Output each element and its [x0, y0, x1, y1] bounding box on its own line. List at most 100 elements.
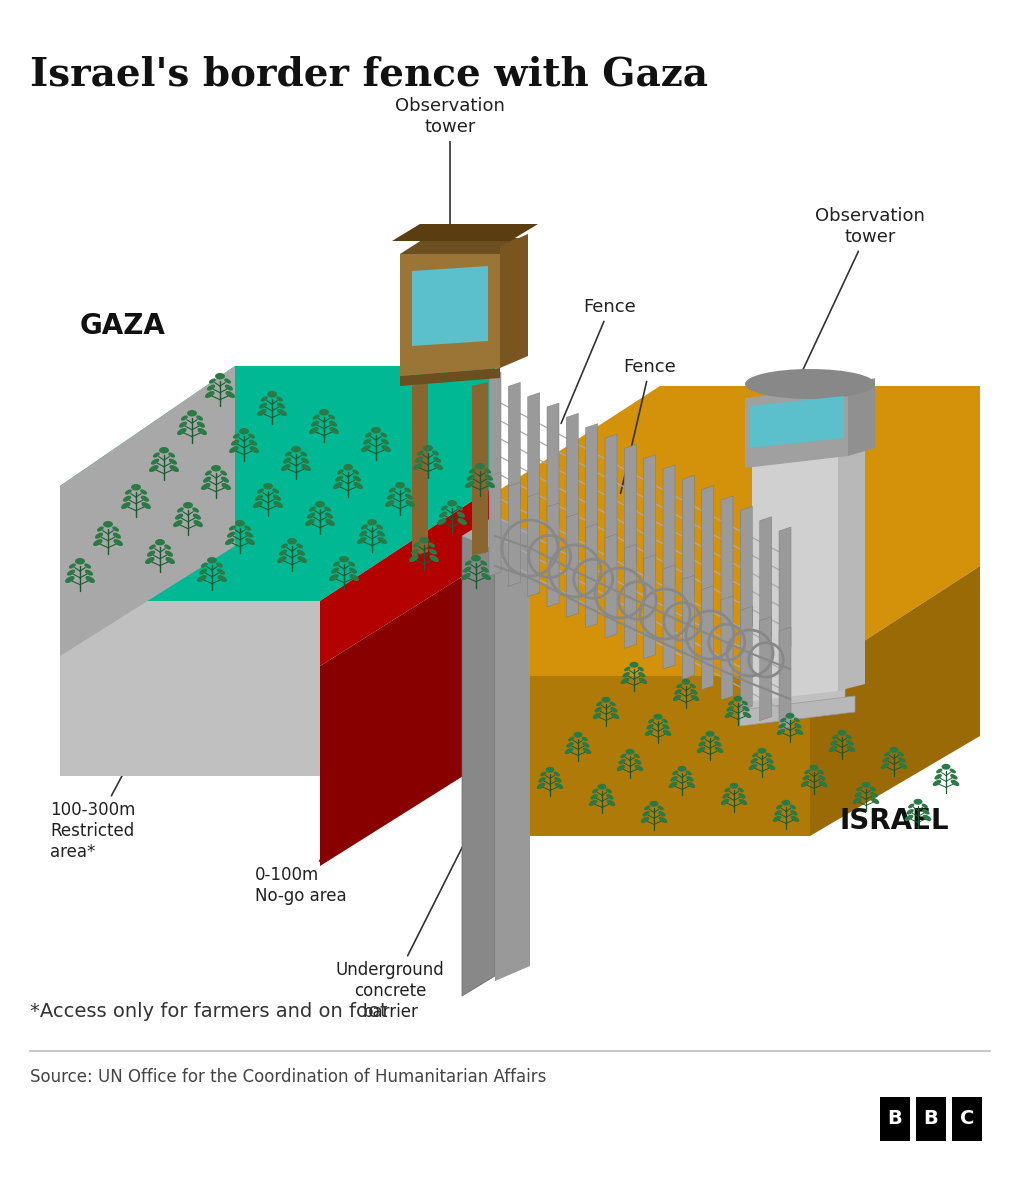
Ellipse shape [152, 459, 159, 464]
Ellipse shape [245, 526, 251, 530]
Ellipse shape [330, 575, 338, 580]
Ellipse shape [332, 568, 339, 573]
Text: Observation
tower: Observation tower [395, 97, 505, 233]
Ellipse shape [591, 794, 597, 799]
Ellipse shape [687, 776, 693, 781]
Ellipse shape [671, 776, 677, 781]
Ellipse shape [156, 539, 164, 545]
Ellipse shape [951, 775, 956, 779]
Polygon shape [663, 565, 675, 669]
Ellipse shape [420, 538, 428, 543]
Ellipse shape [639, 672, 645, 677]
Ellipse shape [414, 543, 419, 547]
Polygon shape [527, 392, 540, 517]
Ellipse shape [412, 549, 419, 554]
Ellipse shape [361, 446, 370, 451]
Polygon shape [682, 475, 694, 599]
Ellipse shape [433, 457, 440, 462]
Ellipse shape [179, 422, 186, 427]
Ellipse shape [202, 563, 207, 567]
Ellipse shape [377, 525, 382, 529]
Ellipse shape [690, 684, 695, 688]
Ellipse shape [464, 567, 470, 572]
Ellipse shape [802, 781, 809, 787]
Ellipse shape [381, 433, 386, 437]
Ellipse shape [898, 752, 903, 756]
Ellipse shape [307, 513, 314, 518]
Polygon shape [586, 423, 598, 548]
Ellipse shape [169, 453, 174, 457]
Ellipse shape [593, 789, 598, 793]
Ellipse shape [208, 557, 216, 563]
Ellipse shape [334, 562, 339, 566]
Ellipse shape [395, 483, 404, 488]
Polygon shape [838, 448, 865, 691]
Ellipse shape [114, 533, 121, 538]
Ellipse shape [76, 559, 84, 563]
Ellipse shape [942, 764, 949, 769]
Ellipse shape [414, 464, 422, 469]
Text: Observation
tower: Observation tower [801, 207, 925, 373]
Ellipse shape [847, 740, 853, 745]
Ellipse shape [485, 469, 490, 472]
Polygon shape [400, 368, 500, 386]
Ellipse shape [407, 501, 415, 506]
Ellipse shape [909, 804, 913, 807]
Ellipse shape [620, 759, 625, 764]
Ellipse shape [311, 421, 318, 426]
Text: GAZA: GAZA [80, 312, 166, 340]
Ellipse shape [195, 520, 203, 526]
Polygon shape [810, 566, 980, 836]
Ellipse shape [622, 678, 629, 683]
Ellipse shape [658, 806, 664, 810]
Ellipse shape [447, 501, 457, 506]
Ellipse shape [574, 732, 582, 737]
Ellipse shape [217, 563, 222, 567]
Ellipse shape [249, 434, 254, 438]
Ellipse shape [923, 804, 927, 807]
Ellipse shape [221, 477, 228, 482]
Ellipse shape [627, 750, 634, 753]
Ellipse shape [870, 787, 876, 791]
Ellipse shape [743, 713, 751, 718]
Ellipse shape [142, 502, 151, 508]
Ellipse shape [150, 465, 158, 471]
Polygon shape [745, 688, 845, 716]
Text: Israel's border fence with Gaza: Israel's border fence with Gaza [30, 56, 708, 94]
Ellipse shape [353, 470, 358, 474]
Ellipse shape [278, 556, 286, 562]
Ellipse shape [734, 696, 741, 701]
Ellipse shape [212, 465, 220, 471]
Ellipse shape [677, 684, 682, 688]
Ellipse shape [250, 440, 256, 445]
Ellipse shape [555, 777, 561, 782]
Ellipse shape [236, 520, 245, 526]
Ellipse shape [663, 725, 669, 728]
Ellipse shape [278, 403, 285, 408]
Ellipse shape [382, 439, 388, 444]
Ellipse shape [86, 576, 94, 582]
Ellipse shape [546, 768, 554, 771]
Ellipse shape [481, 567, 488, 572]
Ellipse shape [791, 805, 796, 808]
Ellipse shape [796, 730, 803, 734]
Ellipse shape [635, 759, 641, 764]
Ellipse shape [177, 508, 183, 512]
Polygon shape [319, 486, 495, 666]
Polygon shape [489, 472, 501, 576]
Ellipse shape [276, 397, 283, 401]
Ellipse shape [819, 781, 826, 787]
Ellipse shape [404, 488, 411, 492]
Ellipse shape [382, 446, 390, 451]
Ellipse shape [141, 496, 148, 501]
Ellipse shape [767, 764, 774, 769]
Ellipse shape [773, 817, 780, 822]
Text: Fence: Fence [561, 298, 636, 423]
Polygon shape [625, 445, 636, 568]
FancyBboxPatch shape [916, 1097, 946, 1141]
Ellipse shape [779, 724, 785, 728]
Text: Fence: Fence [621, 358, 677, 493]
Ellipse shape [466, 482, 474, 487]
Ellipse shape [795, 719, 799, 721]
Ellipse shape [301, 458, 308, 463]
